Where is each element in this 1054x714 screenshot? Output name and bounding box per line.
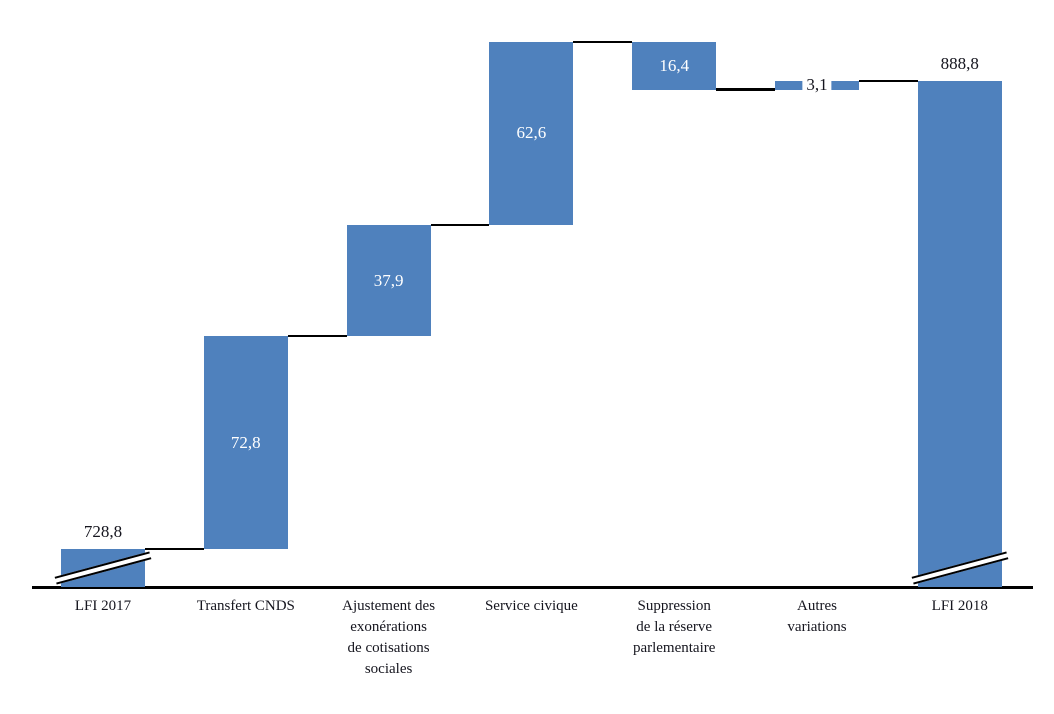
connector-line: [716, 88, 775, 92]
x-axis-label-service-civique: Service civique: [484, 598, 578, 614]
connector-line: [573, 40, 633, 43]
bar-value-label-transfert-cnds: 72,8: [230, 432, 261, 452]
bar-service-civique: [489, 41, 574, 226]
bar-value-label-service-civique: 62,6: [516, 123, 547, 143]
bar-value-label-autres-variations: 3,1: [802, 75, 832, 96]
bar-lfi-2018: [917, 80, 1002, 587]
bar-value-label-lfi-2018: 888,8: [940, 53, 979, 73]
bar-suppression-reserve: [632, 41, 717, 90]
x-axis-label-lfi-2017: LFI 2017: [74, 598, 132, 614]
x-axis-label-lfi-2018: LFI 2018: [931, 598, 988, 614]
x-axis-label-transfert-cnds: Transfert CNDS: [196, 598, 295, 614]
connector-line: [859, 79, 918, 82]
bar-value-label-ajustement-exonerations: 37,9: [373, 270, 404, 290]
connector-line: [145, 548, 204, 551]
x-axis-label-suppression-reserve: Suppression de la réserve parlementaire: [632, 598, 716, 656]
bar-transfert-cnds: [203, 336, 288, 550]
x-axis-label-ajustement-exonerations: Ajustement des exonérations de cotisatio…: [342, 598, 436, 677]
bar-ajustement-exonerations: [346, 225, 431, 337]
x-axis-line: [32, 586, 1033, 589]
connector-line: [287, 335, 347, 338]
x-axis-label-autres-variations: Autres variations: [787, 598, 847, 635]
bar-value-label-lfi-2017: 728,8: [83, 522, 123, 542]
bar-value-label-suppression-reserve: 16,4: [659, 55, 690, 75]
connector-line: [430, 224, 490, 227]
